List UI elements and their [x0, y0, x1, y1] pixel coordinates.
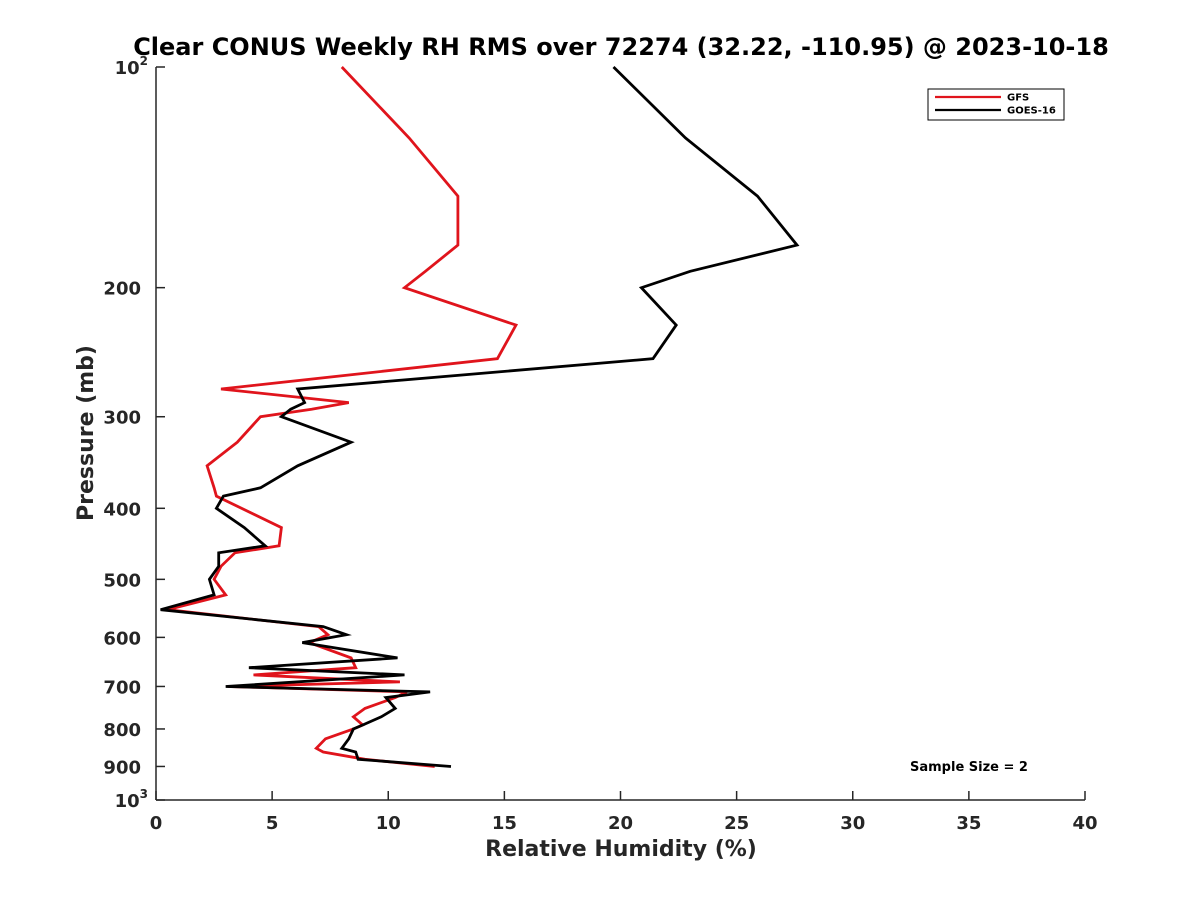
y-tick-label: 200: [103, 279, 141, 300]
x-tick-label: 40: [1072, 813, 1097, 834]
sample-size-annotation: Sample Size = 2: [910, 760, 1028, 775]
x-ticks: 0 5 10 15 20 25 30 35 40: [150, 791, 1098, 834]
series-line-gfs: [167, 66, 519, 768]
legend-box: [927, 88, 1065, 121]
y-tick-label: 300: [103, 408, 141, 429]
x-tick-label: 20: [608, 813, 633, 834]
y-tick-label: 600: [103, 628, 141, 649]
y-tick-label: 800: [103, 720, 141, 741]
y-tick-label: 900: [103, 757, 141, 778]
y-tick-label: 700: [103, 677, 141, 698]
x-axis-label: Relative Humidity (%): [485, 837, 757, 862]
y-tick-label: 103: [115, 787, 148, 812]
series-line-goes16: [160, 66, 800, 768]
x-tick-label: 35: [956, 813, 981, 834]
chart-title: Clear CONUS Weekly RH RMS over 72274 (32…: [133, 33, 1109, 61]
x-tick-label: 5: [266, 813, 279, 834]
x-tick-label: 15: [492, 813, 517, 834]
y-tick-label: 102: [115, 54, 148, 79]
plot-area: [156, 67, 1085, 800]
legend-label-goes16: GOES-16: [1007, 106, 1056, 117]
series-layer: [160, 66, 800, 768]
x-tick-label: 25: [724, 813, 749, 834]
y-tick-exponent: 3: [140, 787, 148, 801]
y-tick-base: 10: [115, 791, 140, 812]
x-tick-label: 0: [150, 813, 163, 834]
legend: GFS GOES-16: [927, 88, 1065, 121]
y-tick-exponent: 2: [140, 54, 148, 68]
y-tick-base: 10: [115, 58, 140, 79]
x-tick-label: 30: [840, 813, 865, 834]
y-tick-label: 500: [103, 570, 141, 591]
legend-label-gfs: GFS: [1007, 93, 1029, 104]
y-axis-label: Pressure (mb): [74, 345, 99, 521]
x-tick-label: 10: [376, 813, 401, 834]
y-tick-label: 400: [103, 499, 141, 520]
